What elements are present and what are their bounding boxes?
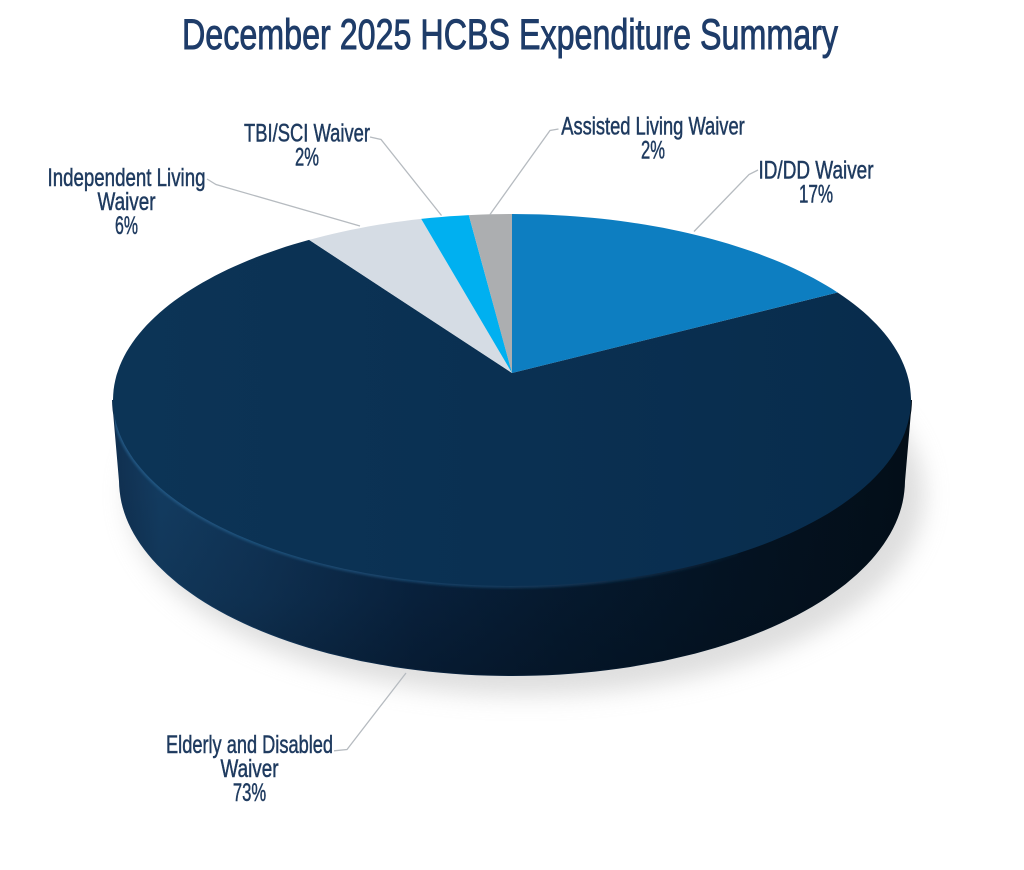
svg-text:17%: 17% <box>799 181 833 209</box>
svg-text:Assisted Living Waiver: Assisted Living Waiver <box>561 113 745 141</box>
svg-text:TBI/SCI Waiver: TBI/SCI Waiver <box>244 120 370 148</box>
svg-text:Waiver: Waiver <box>221 755 279 783</box>
svg-text:2%: 2% <box>641 137 665 165</box>
svg-text:2%: 2% <box>295 144 319 172</box>
svg-text:Elderly and Disabled: Elderly and Disabled <box>166 731 333 759</box>
svg-text:73%: 73% <box>233 779 266 807</box>
svg-text:ID/DD Waiver: ID/DD Waiver <box>759 157 874 185</box>
svg-text:December 2025 HCBS Expenditure: December 2025 HCBS Expenditure Summary <box>182 11 838 59</box>
svg-text:6%: 6% <box>115 212 138 240</box>
svg-text:Independent Living: Independent Living <box>48 164 206 192</box>
svg-text:Waiver: Waiver <box>98 188 156 216</box>
